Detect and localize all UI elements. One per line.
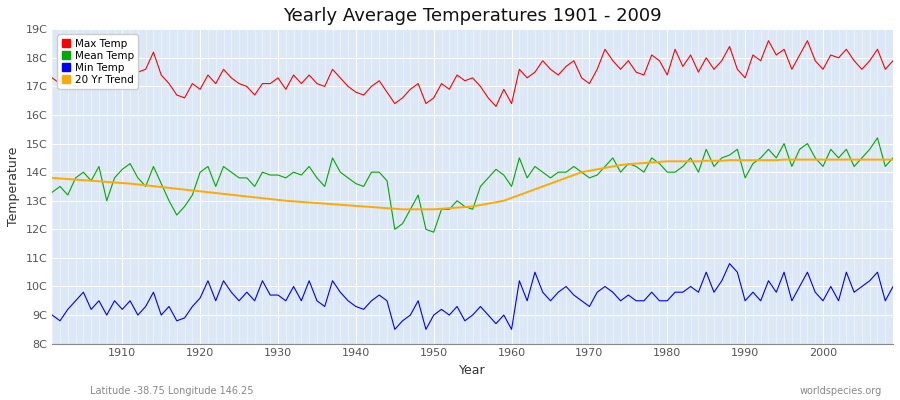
Title: Yearly Average Temperatures 1901 - 2009: Yearly Average Temperatures 1901 - 2009 <box>284 7 662 25</box>
X-axis label: Year: Year <box>459 364 486 377</box>
Legend: Max Temp, Mean Temp, Min Temp, 20 Yr Trend: Max Temp, Mean Temp, Min Temp, 20 Yr Tre… <box>58 34 139 89</box>
Text: worldspecies.org: worldspecies.org <box>800 386 882 396</box>
Y-axis label: Temperature: Temperature <box>7 147 20 226</box>
Text: Latitude -38.75 Longitude 146.25: Latitude -38.75 Longitude 146.25 <box>90 386 254 396</box>
